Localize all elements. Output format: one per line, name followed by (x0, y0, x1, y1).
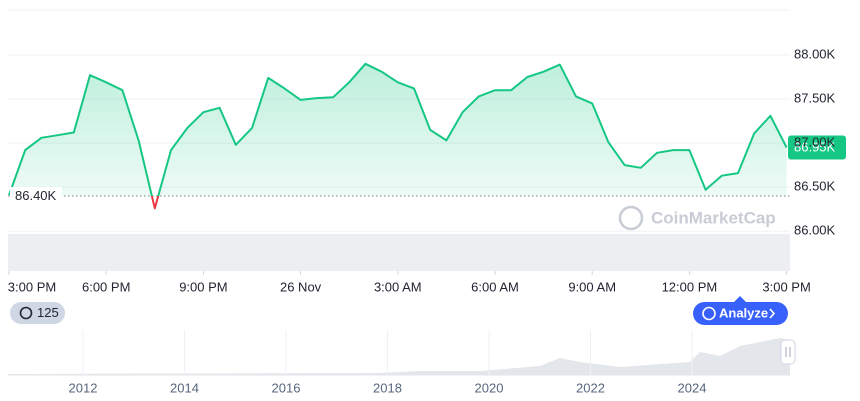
last-price-label: 86.95K (794, 139, 836, 154)
navigator-year: 2020 (475, 380, 504, 395)
analyze-icon (702, 306, 716, 321)
x-tick-label: 12:00 PM (662, 279, 718, 294)
analyze-button[interactable]: Analyze (693, 296, 788, 325)
x-tick-label: 6:00 AM (471, 279, 519, 294)
navigator-handle[interactable] (780, 339, 796, 365)
reference-label: 86.40K (15, 188, 57, 203)
area (9, 63, 787, 196)
y-tick-label: 86.00K (794, 223, 836, 238)
x-tick-label: 9:00 PM (179, 279, 227, 294)
reference-label-box (10, 186, 62, 205)
last-price-box (788, 135, 846, 160)
y-tick-label: 88.00K (794, 46, 836, 61)
history-icon (19, 306, 33, 320)
watermark-text: CoinMarketCap (651, 208, 776, 227)
y-tick-label: 87.50K (794, 90, 836, 105)
navigator-year: 2016 (272, 380, 301, 395)
watermark: CoinMarketCap (618, 205, 776, 231)
x-tick-label: 26 Nov (280, 279, 322, 294)
price-line (8, 62, 788, 196)
watermark-logo (618, 205, 644, 231)
x-tick-label: 9:00 AM (568, 279, 616, 294)
y-tick-label: 86.50K (794, 179, 836, 194)
history-count: 125 (37, 305, 59, 320)
x-tick-label: 6:00 PM (82, 279, 130, 294)
navigator-year: 2012 (69, 380, 98, 395)
volume-area (8, 234, 790, 271)
x-tick-label: 3:00 AM (374, 279, 422, 294)
navigator-year: 2014 (170, 380, 199, 395)
navigator-year: 2024 (678, 380, 707, 395)
chevron (769, 308, 776, 319)
analyze-pill[interactable] (693, 302, 788, 325)
plot: 86.40K 86.95K (8, 62, 846, 210)
navigator (8, 330, 796, 376)
navigator-year: 2022 (576, 380, 605, 395)
pointer (734, 296, 746, 302)
x-tick-label: 3:00 PM (762, 279, 810, 294)
x-tick-label: 3:00 PM (8, 279, 56, 294)
history-badge[interactable]: 125 (10, 302, 65, 324)
y-tick-label: 87.00K (794, 135, 836, 150)
analyze-label: Analyze (719, 305, 768, 320)
navigator-area (8, 338, 790, 375)
navigator-year: 2018 (373, 380, 402, 395)
